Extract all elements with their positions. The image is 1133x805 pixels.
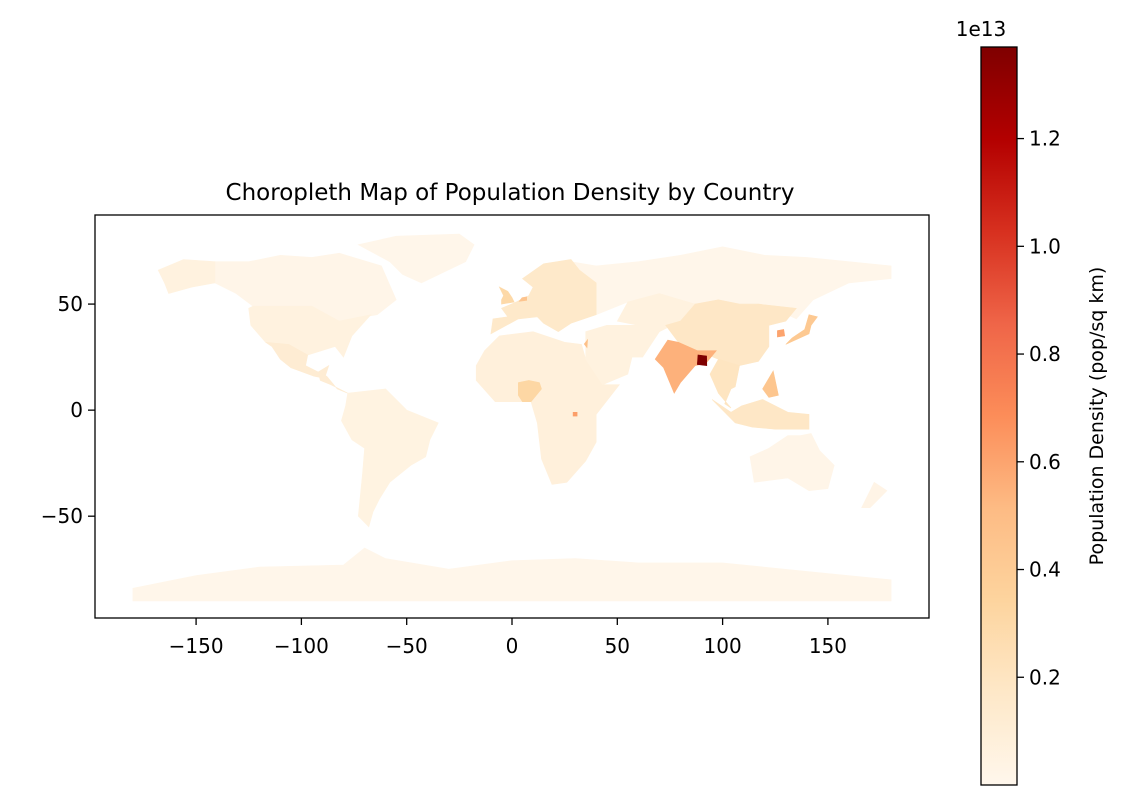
y-axis: −50 0 50 — [41, 292, 95, 528]
colorbar-frame — [980, 46, 1018, 786]
region-central-america — [317, 371, 348, 394]
region-australia — [749, 433, 835, 492]
x-tick-label: 0 — [506, 634, 519, 658]
x-axis: −150 −100 −50 0 50 100 150 — [169, 618, 847, 658]
region-europe — [490, 259, 597, 335]
colorbar-gradient — [981, 47, 1017, 785]
colorbar-tick-label: 0.6 — [1029, 450, 1061, 474]
colorbar-tick-label: 1.0 — [1029, 234, 1061, 258]
y-tick-label: 50 — [58, 292, 83, 316]
colorbar-tick-label: 0.8 — [1029, 342, 1061, 366]
region-south-korea — [777, 329, 786, 338]
region-alaska-usa — [157, 259, 216, 294]
x-tick-label: −150 — [169, 634, 224, 658]
country-regions — [132, 233, 892, 602]
colorbar-label: Population Density (pop/sq km) — [1086, 267, 1108, 566]
region-southeast-asia — [709, 358, 740, 409]
colorbar-ticks: 0.2 0.4 0.6 0.8 1.0 1.2 — [1017, 127, 1061, 689]
region-new-zealand — [861, 481, 888, 509]
y-tick-label: −50 — [41, 504, 83, 528]
colorbar: 0.2 0.4 0.6 0.8 1.0 1.2 1e13 Population Densi… — [956, 17, 1108, 786]
region-nigeria — [517, 380, 542, 403]
region-japan — [785, 314, 818, 345]
x-tick-label: 50 — [605, 634, 630, 658]
map-plot-area — [94, 214, 930, 619]
region-antarctica — [132, 547, 892, 602]
region-philippines — [762, 370, 779, 398]
region-bangladesh — [696, 354, 708, 366]
region-israel — [583, 338, 588, 349]
region-south-america — [341, 388, 439, 528]
chart-title: Choropleth Map of Population Density by … — [226, 180, 795, 206]
x-tick-label: −50 — [386, 634, 428, 658]
region-indonesia — [711, 399, 810, 430]
region-rwanda — [572, 411, 578, 417]
region-africa — [475, 331, 621, 485]
region-middle-east — [585, 324, 660, 386]
x-tick-label: 150 — [809, 634, 847, 658]
region-russia — [570, 246, 892, 320]
colorbar-tick-label: 1.2 — [1029, 127, 1061, 151]
x-tick-label: 100 — [704, 634, 742, 658]
region-netherlands — [518, 296, 528, 302]
region-mexico — [265, 342, 330, 379]
y-tick-label: 0 — [70, 398, 83, 422]
x-tick-label: −100 — [274, 634, 329, 658]
region-united-kingdom — [498, 286, 515, 305]
colorbar-tick-label: 0.4 — [1029, 558, 1061, 582]
colorbar-tick-label: 0.2 — [1029, 665, 1061, 689]
region-mongolia — [694, 299, 759, 322]
region-greenland — [357, 233, 475, 284]
colorbar-offset-text: 1e13 — [956, 17, 1006, 41]
